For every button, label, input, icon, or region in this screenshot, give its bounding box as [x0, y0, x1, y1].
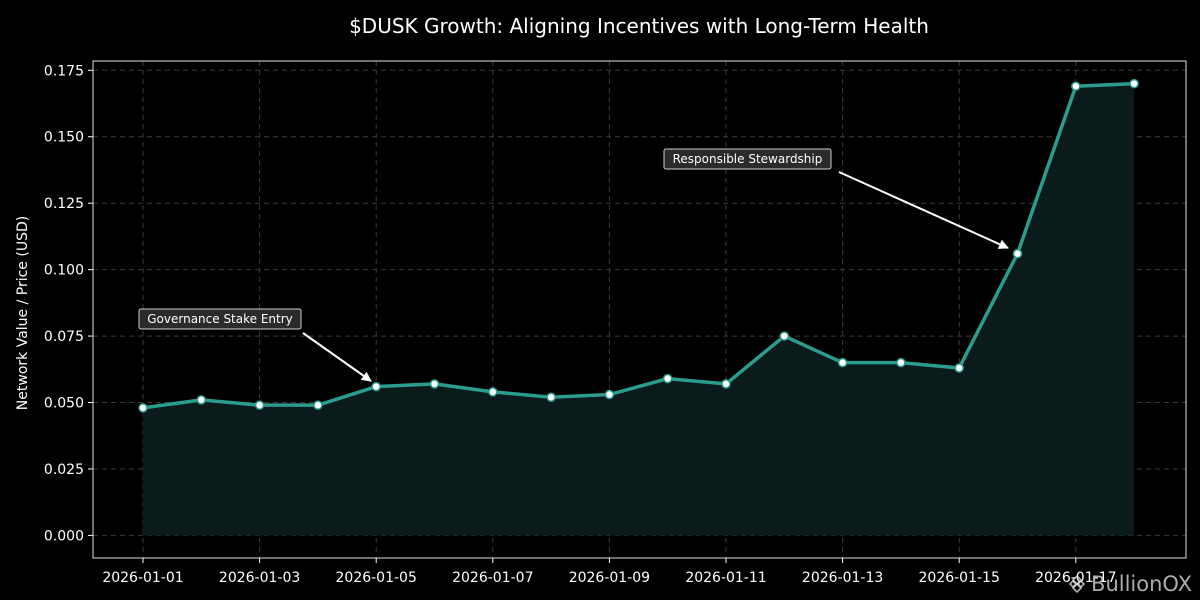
axes [88, 60, 1187, 563]
chart-title: $DUSK Growth: Aligning Incentives with L… [349, 14, 929, 38]
y-tick-label: 0.000 [44, 528, 84, 544]
series-area [143, 83, 1135, 536]
data-point [313, 400, 323, 410]
data-point [254, 400, 265, 410]
series-area-fill [143, 83, 1135, 536]
y-tick-label: 0.075 [44, 329, 84, 345]
x-tick-label: 2026-01-05 [336, 570, 417, 586]
annotation-box [663, 148, 832, 170]
data-point [896, 357, 906, 368]
y-tick-label: 0.050 [44, 396, 84, 412]
watermark-text: BullionOX [1091, 572, 1192, 596]
annotation-label: Responsible Stewardship [673, 152, 823, 166]
data-point [429, 379, 440, 389]
annotation-arrow [838, 171, 1009, 249]
y-tick-label: 0.150 [44, 130, 84, 146]
data-point [1129, 78, 1139, 89]
data-point [138, 403, 148, 413]
data-point [954, 363, 964, 373]
series-line [142, 81, 1135, 410]
data-point [371, 381, 381, 392]
y-tick-label: 0.100 [44, 263, 84, 279]
watermark: BullionOX [1067, 572, 1192, 596]
data-point [604, 389, 615, 400]
annotation-box [138, 308, 302, 330]
y-tick-label: 0.025 [44, 462, 84, 478]
series-line-group [142, 81, 1135, 410]
x-tick-label: 2026-01-09 [569, 570, 650, 586]
x-tick-label: 2026-01-07 [452, 570, 533, 586]
data-points [138, 78, 1139, 413]
data-point [837, 357, 848, 368]
x-tick-label: 2026-01-13 [802, 570, 883, 586]
x-tick-label: 2026-01-15 [919, 570, 1000, 586]
annotation-label: Governance Stake Entry [147, 312, 293, 326]
tick-labels: 0.000 0.025 0.050 0.075 0.100 0.125 0.150 0.175… [44, 63, 1117, 586]
data-point [196, 395, 207, 405]
x-tick-label: 2026-01-01 [102, 570, 183, 586]
data-point [1071, 81, 1081, 91]
binance-diamond-icon [1068, 574, 1086, 594]
data-point [662, 373, 673, 384]
data-point [779, 331, 790, 341]
y-axis-label: Network Value / Price (USD) [15, 216, 31, 410]
x-tick-label: 2026-01-03 [219, 570, 300, 586]
x-tick-label: 2026-01-11 [685, 570, 766, 586]
y-tick-label: 0.175 [44, 63, 84, 79]
annotations: Governance Stake Entry Responsible Stewar… [138, 148, 1009, 382]
data-point [488, 387, 498, 397]
data-point [1012, 248, 1023, 259]
y-tick-label: 0.125 [44, 196, 84, 212]
data-point [721, 379, 731, 389]
annotation-arrow [302, 332, 372, 382]
data-point [546, 392, 556, 402]
plot-frame [92, 60, 1187, 559]
